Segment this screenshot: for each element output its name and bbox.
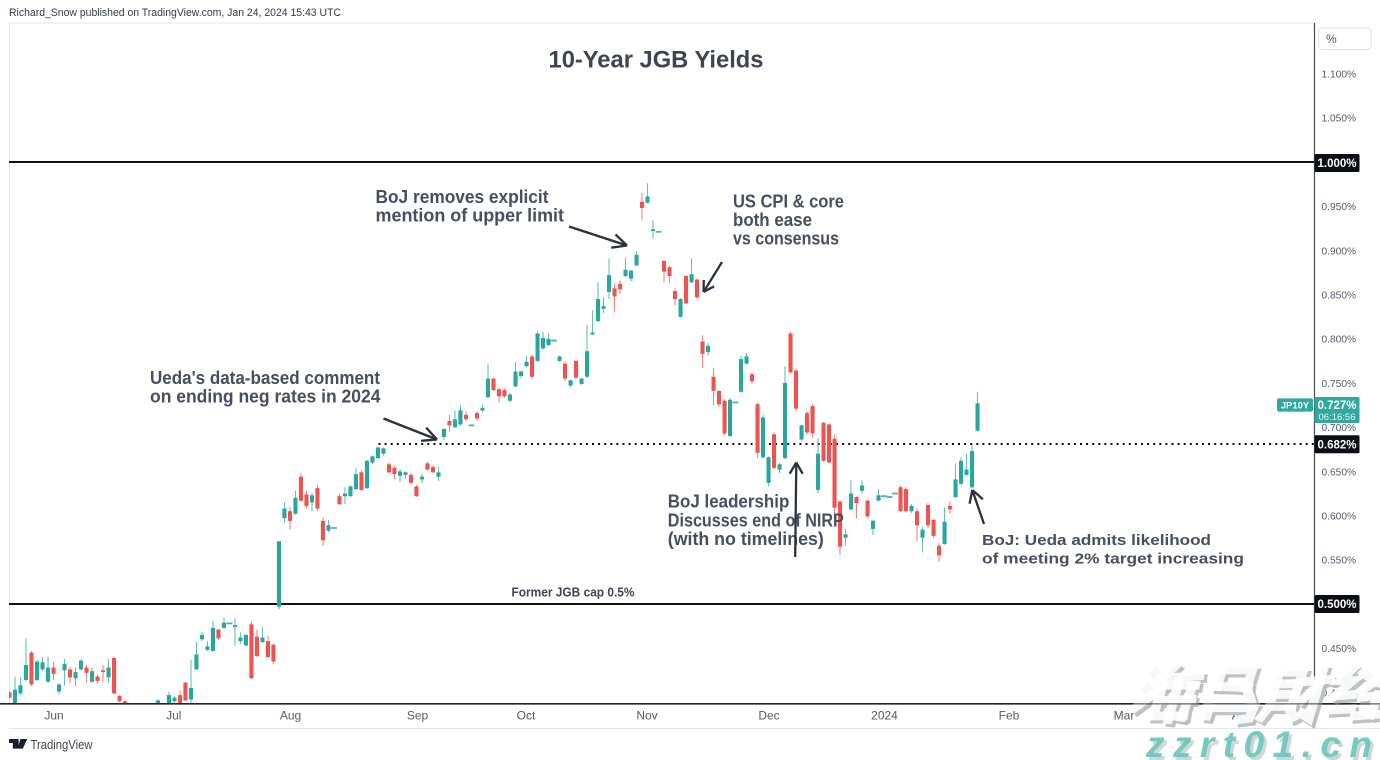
svg-text:BoJ removes explicit: BoJ removes explicit xyxy=(376,187,549,207)
svg-text:0.750%: 0.750% xyxy=(1322,379,1357,390)
svg-text:0.700%: 0.700% xyxy=(1322,423,1357,434)
svg-text:BoJ: Ueda admits likelihood: BoJ: Ueda admits likelihood xyxy=(982,532,1211,549)
svg-text:Ueda's data-based comment: Ueda's data-based comment xyxy=(150,368,380,388)
svg-text:0.850%: 0.850% xyxy=(1322,291,1357,302)
svg-text:0.682%: 0.682% xyxy=(1317,440,1356,452)
svg-text:2024: 2024 xyxy=(871,709,898,723)
svg-text:Oct: Oct xyxy=(517,709,536,723)
svg-text:0.800%: 0.800% xyxy=(1322,335,1357,346)
svg-text:Mar: Mar xyxy=(1114,709,1135,723)
svg-text:1.000%: 1.000% xyxy=(1317,158,1356,170)
svg-text:(with no timelines): (with no timelines) xyxy=(668,529,824,549)
svg-text:0.650%: 0.650% xyxy=(1322,467,1357,478)
svg-text:0.600%: 0.600% xyxy=(1322,512,1357,523)
svg-text:Richard_Snow published on Trad: Richard_Snow published on TradingView.co… xyxy=(9,7,341,19)
svg-text:Feb: Feb xyxy=(999,709,1020,723)
svg-text:Discusses end of NIRP: Discusses end of NIRP xyxy=(668,510,844,530)
svg-text:1.050%: 1.050% xyxy=(1322,114,1357,125)
svg-text:Former JGB cap 0.5%: Former JGB cap 0.5% xyxy=(512,586,635,600)
svg-text:0.500%: 0.500% xyxy=(1317,599,1356,611)
svg-text:10-Year JGB Yields: 10-Year JGB Yields xyxy=(549,47,764,74)
svg-text:zzrt01.cn: zzrt01.cn xyxy=(1148,727,1375,760)
svg-text:US CPI & core: US CPI & core xyxy=(733,192,844,212)
svg-text:JP10Y: JP10Y xyxy=(1281,401,1310,412)
svg-text:0.727%: 0.727% xyxy=(1317,400,1356,412)
svg-text:06:16:56: 06:16:56 xyxy=(1319,412,1356,423)
svg-text:Jun: Jun xyxy=(44,709,63,723)
svg-text:of meeting 2% target increasin: of meeting 2% target increasing xyxy=(982,551,1244,568)
svg-text:on ending neg rates in 2024: on ending neg rates in 2024 xyxy=(150,386,381,406)
svg-text:Jul: Jul xyxy=(166,709,181,723)
svg-text:BoJ leadership: BoJ leadership xyxy=(668,492,790,512)
svg-text:vs consensus: vs consensus xyxy=(733,229,839,249)
svg-text:0.950%: 0.950% xyxy=(1322,202,1357,213)
svg-text:zzrt01.cn: zzrt01.cn xyxy=(1145,724,1372,760)
svg-text:Nov: Nov xyxy=(636,709,657,723)
svg-text:TradingView: TradingView xyxy=(31,738,94,752)
svg-text:0.450%: 0.450% xyxy=(1322,644,1357,655)
svg-text:%: % xyxy=(1326,32,1337,46)
svg-text:Sep: Sep xyxy=(407,709,429,723)
svg-text:0.550%: 0.550% xyxy=(1322,556,1357,567)
svg-text:both ease: both ease xyxy=(733,210,812,230)
svg-text:Dec: Dec xyxy=(758,709,779,723)
svg-text:Aug: Aug xyxy=(280,709,301,723)
svg-text:1.100%: 1.100% xyxy=(1322,70,1357,81)
svg-text:mention of upper limit: mention of upper limit xyxy=(376,206,565,226)
svg-text:0.900%: 0.900% xyxy=(1322,246,1357,257)
